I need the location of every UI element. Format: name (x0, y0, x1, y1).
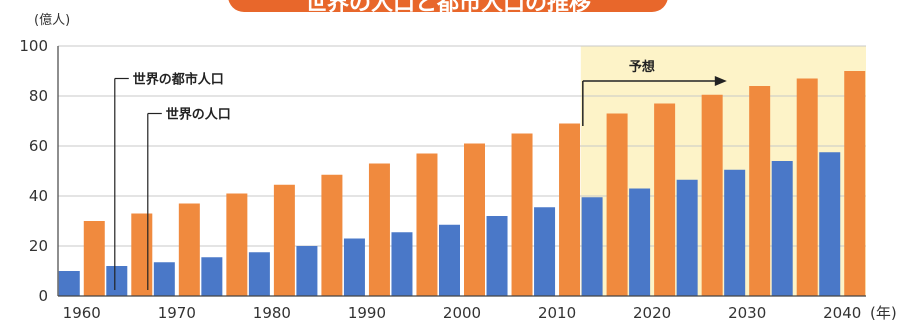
bar-world-population (464, 143, 485, 296)
bar-urban-population (581, 197, 603, 296)
forecast-label: 予想 (629, 59, 655, 75)
bar-urban-population (153, 262, 175, 296)
y-tick-label: 40 (29, 187, 48, 205)
x-tick-label: 1990 (348, 304, 386, 322)
bar-urban-population (629, 188, 651, 296)
bar-world-population (701, 94, 723, 296)
bar-urban-population (201, 257, 223, 296)
x-axis-unit: (年) (870, 304, 897, 322)
bar-urban-population (724, 169, 746, 296)
bar-urban-population (534, 207, 556, 296)
bar-urban-population (248, 252, 270, 296)
x-tick-label: 1970 (158, 304, 196, 322)
bar-world-population (749, 86, 771, 296)
x-tick-label: 2010 (538, 304, 576, 322)
bar-world-population (606, 113, 628, 296)
bar-world-population (83, 221, 105, 296)
y-tick-label: 60 (29, 137, 48, 155)
bars (58, 71, 866, 296)
bar-world-population (321, 174, 343, 296)
forecast-annotation: 予想 (582, 59, 727, 126)
bar-world-population (178, 203, 200, 296)
series-label: 世界の人口 (166, 107, 231, 123)
x-tick-label: 1980 (253, 304, 291, 322)
bar-world-population (654, 103, 676, 296)
bar-urban-population (676, 179, 698, 296)
bar-urban-population (771, 161, 793, 296)
x-tick-label: 2000 (443, 304, 481, 322)
bar-world-population (844, 71, 866, 296)
x-tick-label: 2030 (728, 304, 766, 322)
bar-urban-population (106, 266, 128, 296)
bar-urban-population (343, 238, 365, 296)
x-tick-label: 1960 (63, 304, 101, 322)
axis-lines (57, 46, 866, 297)
bar-world-population (226, 193, 248, 296)
bar-world-population (273, 184, 295, 296)
x-tick-label: 2020 (633, 304, 671, 322)
bar-world-population (131, 213, 153, 296)
bar-urban-population (391, 232, 413, 296)
y-axis-unit: (億人) (34, 12, 70, 28)
y-tick-label: 20 (29, 237, 48, 255)
x-tick-label: 2040 (823, 304, 861, 322)
bar-world-population (796, 78, 818, 296)
bar-world-population (368, 163, 390, 296)
chart-title: 世界の人口と都市人口の推移 (228, 0, 668, 12)
bar-urban-population (58, 271, 80, 296)
bar-urban-population (296, 246, 318, 296)
y-axis-ticks: 0 20 40 60 80 100 (19, 37, 48, 305)
bar-urban-population (486, 216, 508, 296)
bar-urban-population (439, 224, 460, 296)
y-tick-label: 80 (29, 87, 48, 105)
bar-world-population (511, 133, 533, 296)
forecast-region (580, 46, 866, 296)
bar-world-population (559, 123, 581, 296)
y-tick-label: 100 (19, 37, 48, 55)
bar-urban-population (819, 152, 841, 296)
y-tick-label: 0 (38, 287, 48, 305)
x-axis-ticks: 1960 1970 1980 1990 2000 2010 2020 2030 2040 (63, 304, 862, 322)
series-label: 世界の都市人口 (133, 72, 224, 88)
bar-world-population (416, 153, 438, 296)
forecast-arrowhead (714, 76, 727, 86)
